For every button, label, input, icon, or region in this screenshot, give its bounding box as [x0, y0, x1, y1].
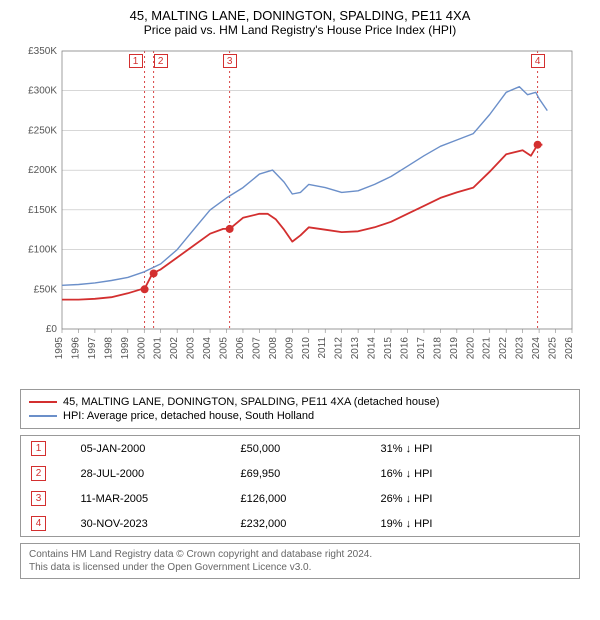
svg-text:2019: 2019 — [449, 337, 460, 360]
page-subtitle: Price paid vs. HM Land Registry's House … — [8, 23, 592, 37]
svg-text:2001: 2001 — [153, 337, 164, 360]
sale-marker-id: 1 — [31, 441, 46, 456]
sale-price: £232,000 — [231, 511, 371, 537]
legend: 45, MALTING LANE, DONINGTON, SPALDING, P… — [20, 389, 580, 429]
footer-attribution: Contains HM Land Registry data © Crown c… — [20, 543, 580, 579]
table-row: 2 28-JUL-2000£69,95016% ↓ HPI — [21, 461, 580, 486]
svg-text:£250K: £250K — [28, 125, 57, 136]
chart-sale-marker: 4 — [531, 54, 545, 68]
legend-swatch — [29, 401, 57, 403]
sale-marker-id: 2 — [31, 466, 46, 481]
sale-vs-hpi: 26% ↓ HPI — [371, 486, 580, 511]
svg-text:2020: 2020 — [465, 337, 476, 360]
legend-item: HPI: Average price, detached house, Sout… — [29, 410, 571, 422]
svg-text:1997: 1997 — [87, 337, 98, 360]
sales-table: 1 05-JAN-2000£50,00031% ↓ HPI 2 28-JUL-2000… — [20, 435, 580, 537]
sale-price: £126,000 — [231, 486, 371, 511]
sale-marker-id: 3 — [31, 491, 46, 506]
svg-text:1999: 1999 — [120, 337, 131, 360]
sale-marker-id: 4 — [31, 516, 46, 531]
svg-text:£50K: £50K — [34, 284, 58, 295]
svg-text:2017: 2017 — [416, 337, 427, 360]
legend-swatch — [29, 415, 57, 417]
svg-text:2018: 2018 — [432, 337, 443, 360]
footer-line: Contains HM Land Registry data © Crown c… — [29, 548, 571, 561]
svg-text:£350K: £350K — [28, 46, 57, 57]
svg-text:2025: 2025 — [548, 337, 559, 360]
legend-item: 45, MALTING LANE, DONINGTON, SPALDING, P… — [29, 396, 571, 408]
sale-date: 28-JUL-2000 — [71, 461, 231, 486]
svg-text:2008: 2008 — [268, 337, 279, 360]
table-row: 1 05-JAN-2000£50,00031% ↓ HPI — [21, 436, 580, 462]
page-title: 45, MALTING LANE, DONINGTON, SPALDING, P… — [8, 8, 592, 23]
chart-sale-marker: 2 — [154, 54, 168, 68]
svg-text:£150K: £150K — [28, 205, 57, 216]
svg-text:£300K: £300K — [28, 86, 57, 97]
footer-line: This data is licensed under the Open Gov… — [29, 561, 571, 574]
svg-text:1996: 1996 — [70, 337, 81, 360]
sale-price: £69,950 — [231, 461, 371, 486]
svg-text:1995: 1995 — [54, 337, 65, 360]
svg-text:2024: 2024 — [531, 337, 542, 360]
svg-text:2014: 2014 — [367, 337, 378, 360]
sale-vs-hpi: 16% ↓ HPI — [371, 461, 580, 486]
svg-text:1998: 1998 — [103, 337, 114, 360]
legend-label: HPI: Average price, detached house, Sout… — [63, 410, 314, 422]
svg-text:£200K: £200K — [28, 165, 57, 176]
svg-text:2006: 2006 — [235, 337, 246, 360]
svg-text:2003: 2003 — [186, 337, 197, 360]
svg-text:2010: 2010 — [301, 337, 312, 360]
svg-text:2011: 2011 — [317, 337, 328, 359]
svg-text:2022: 2022 — [498, 337, 509, 360]
svg-text:2007: 2007 — [251, 337, 262, 360]
sale-price: £50,000 — [231, 436, 371, 462]
svg-text:2005: 2005 — [219, 337, 230, 360]
svg-text:2021: 2021 — [482, 337, 493, 360]
sale-date: 11-MAR-2005 — [71, 486, 231, 511]
svg-text:2009: 2009 — [284, 337, 295, 360]
svg-text:2002: 2002 — [169, 337, 180, 360]
sale-vs-hpi: 31% ↓ HPI — [371, 436, 580, 462]
svg-text:2026: 2026 — [564, 337, 575, 360]
svg-text:2023: 2023 — [515, 337, 526, 360]
svg-text:2012: 2012 — [334, 337, 345, 360]
svg-text:£0: £0 — [46, 324, 58, 335]
table-row: 4 30-NOV-2023£232,00019% ↓ HPI — [21, 511, 580, 537]
chart-sale-marker: 3 — [223, 54, 237, 68]
sale-date: 05-JAN-2000 — [71, 436, 231, 462]
svg-text:2016: 2016 — [399, 337, 410, 360]
price-chart: £0 £50K £100K £150K £200K £250K £300K £350K 1995… — [20, 43, 580, 383]
chart-sale-marker: 1 — [129, 54, 143, 68]
svg-text:2000: 2000 — [136, 337, 147, 360]
svg-text:2015: 2015 — [383, 337, 394, 360]
sale-vs-hpi: 19% ↓ HPI — [371, 511, 580, 537]
sale-date: 30-NOV-2023 — [71, 511, 231, 537]
svg-text:£100K: £100K — [28, 245, 57, 256]
svg-text:2013: 2013 — [350, 337, 361, 360]
legend-label: 45, MALTING LANE, DONINGTON, SPALDING, P… — [63, 396, 439, 408]
table-row: 3 11-MAR-2005£126,00026% ↓ HPI — [21, 486, 580, 511]
svg-text:2004: 2004 — [202, 337, 213, 360]
